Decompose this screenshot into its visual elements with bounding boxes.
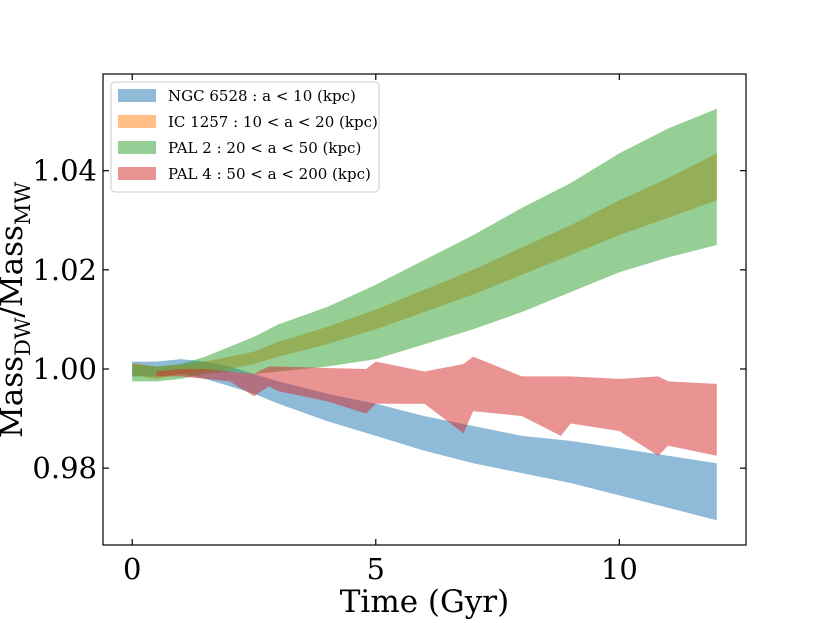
y-label-mass-1: Mass [0, 356, 30, 438]
y-axis-label: MassDW/MassMW [0, 182, 35, 438]
series-band-0 [132, 359, 717, 521]
legend-swatch-2 [118, 141, 156, 154]
y-label-slash: / [0, 307, 30, 318]
legend-swatch-0 [118, 89, 156, 102]
series-layer [132, 108, 717, 521]
y-tick-label-3: 1.04 [32, 154, 97, 188]
legend-label-2: PAL 2 : 20 < a < 50 (kpc) [168, 139, 361, 157]
ticks-layer: 0 5 10 0.98 1.00 1.02 1.04 [32, 74, 746, 586]
y-label-sub-mw: MW [11, 182, 35, 226]
x-tick-label-1: 5 [367, 552, 385, 586]
legend-swatch-3 [118, 167, 156, 180]
x-tick-label-2: 10 [601, 552, 638, 586]
x-tick-label-0: 0 [123, 552, 141, 586]
y-tick-label-2: 1.02 [32, 253, 97, 287]
y-label-sub-dw: DW [11, 317, 35, 356]
legend-swatch-1 [118, 115, 156, 128]
legend-items: NGC 6528 : a < 10 (kpc) IC 1257 : 10 < a … [118, 87, 378, 183]
legend: NGC 6528 : a < 10 (kpc) IC 1257 : 10 < a … [110, 81, 380, 193]
y-label-mass-2: Mass [0, 225, 30, 307]
legend-label-3: PAL 4 : 50 < a < 200 (kpc) [168, 165, 371, 183]
legend-label-0: NGC 6528 : a < 10 (kpc) [168, 87, 356, 105]
y-tick-label-0: 0.98 [32, 451, 97, 485]
series-band-2 [132, 108, 717, 382]
y-tick-label-1: 1.00 [32, 352, 97, 386]
legend-label-1: IC 1257 : 10 < a < 20 (kpc) [168, 113, 378, 131]
legend-box [110, 81, 380, 193]
plot-frame [102, 73, 747, 546]
x-axis-label: Time (Gyr) [340, 584, 509, 620]
series-band-3 [156, 356, 717, 456]
